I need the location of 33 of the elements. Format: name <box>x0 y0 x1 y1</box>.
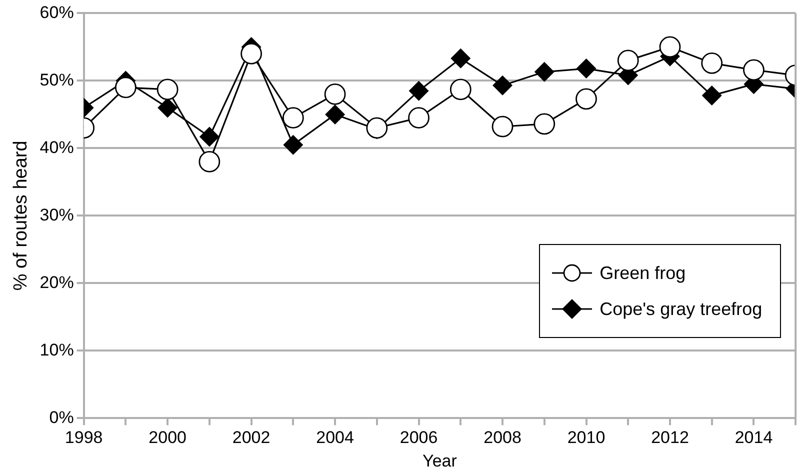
y-tick-label: 20% <box>40 272 74 292</box>
point <box>325 104 345 124</box>
point <box>240 43 262 64</box>
y-tick-label: 50% <box>40 70 74 90</box>
point <box>534 62 554 82</box>
point <box>450 48 470 68</box>
x-tick-label: 2006 <box>400 428 438 448</box>
x-tick-label: 2014 <box>734 428 773 448</box>
point <box>283 135 303 155</box>
y-tick-label: 60% <box>40 2 74 22</box>
x-tick-label: 2012 <box>651 428 689 448</box>
x-tick-label: 1998 <box>64 428 103 448</box>
x-tick-label: 2004 <box>316 428 354 448</box>
point <box>114 76 136 98</box>
point <box>659 36 681 58</box>
point <box>492 76 512 96</box>
y-axis-title: % of routes heard <box>10 140 32 291</box>
x-tick-label: 2010 <box>567 428 606 448</box>
legend-label: Cope's gray treefrog <box>600 298 762 320</box>
point <box>200 127 220 146</box>
y-tick-label: 40% <box>40 138 74 157</box>
x-tick-label: 2008 <box>484 428 522 448</box>
point <box>702 86 722 106</box>
x-tick-label: 2000 <box>148 428 186 448</box>
legend-label: Green frog <box>600 262 686 284</box>
y-tick-label: 30% <box>40 205 74 224</box>
point <box>158 98 178 118</box>
point <box>576 58 596 78</box>
y-tick-label: 0% <box>49 408 74 427</box>
x-tick-label: 2002 <box>232 428 270 448</box>
point <box>409 81 428 101</box>
x-axis-title: Year <box>422 451 458 470</box>
y-tick-label: 10% <box>40 340 74 360</box>
